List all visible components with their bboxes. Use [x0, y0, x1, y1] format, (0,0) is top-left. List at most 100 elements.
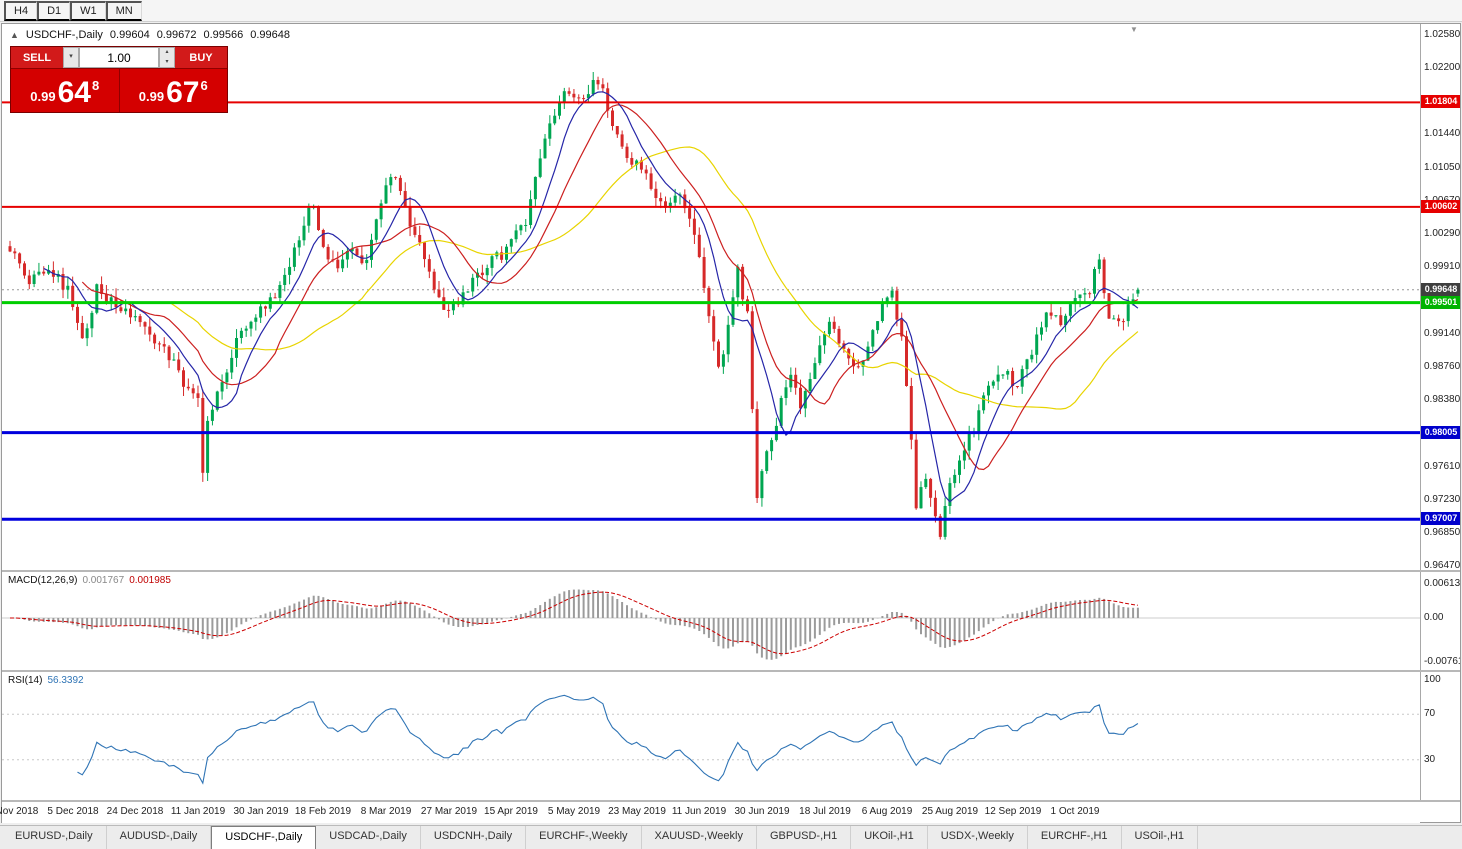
buy-price-point: 6	[200, 78, 208, 93]
macd-axis: 0.00613 0.00 -0.00761	[1420, 572, 1460, 670]
volume-increase-button[interactable]: ▴	[165, 49, 169, 55]
date-tick: 6 Aug 2019	[861, 806, 913, 817]
volume-spinner: ▴ ▾	[159, 47, 175, 68]
date-tick: 5 Dec 2018	[47, 806, 99, 817]
price-tick: 1.01440	[1424, 128, 1460, 139]
date-tick: 27 Mar 2019	[420, 806, 478, 817]
date-tick: 25 Aug 2019	[921, 806, 979, 817]
volume-dropdown-icon[interactable]: ▾	[63, 47, 79, 68]
rsi-label: RSI(14) 56.3392	[8, 675, 84, 686]
pane-splitter[interactable]	[2, 670, 1460, 672]
rsi-line	[77, 694, 1139, 785]
rsi-indicator-chart[interactable]	[2, 672, 1420, 800]
one-click-trade-panel: SELL ▾ ▴ ▾ BUY 0.99 64 8	[10, 46, 228, 113]
price-tick: 1.02580	[1424, 29, 1460, 40]
date-tick: 16 Nov 2018	[0, 806, 39, 817]
macd-value-main: 0.001767	[82, 575, 125, 586]
chart-tab-eurchf-h1[interactable]: EURCHF-,H1	[1028, 826, 1122, 849]
buy-button[interactable]: BUY	[175, 47, 227, 68]
macd-signal-line	[10, 591, 1138, 655]
chart-tab-xauusd-weekly[interactable]: XAUUSD-,Weekly	[642, 826, 757, 849]
chart-tab-eurusd-daily[interactable]: EURUSD-,Daily	[2, 826, 107, 849]
macd-value-signal: 0.001985	[129, 575, 171, 586]
chart-tab-eurchf-weekly[interactable]: EURCHF-,Weekly	[526, 826, 642, 849]
sell-price-big-figure: 0.99	[30, 89, 56, 104]
chart-window: ▼ ▲ USDCHF-,Daily 0.99604 0.99672 0.9956…	[0, 23, 1461, 823]
price-tick: 0.98380	[1424, 394, 1460, 405]
buy-price-pips: 67	[166, 76, 200, 109]
price-axis: 1.025801.022001.014401.010501.006701.002…	[1420, 24, 1460, 570]
timeframe-button-w1[interactable]: W1	[70, 0, 106, 21]
timeframe-button-d1[interactable]: D1	[37, 0, 71, 21]
date-tick: 11 Jan 2019	[170, 806, 226, 817]
date-tick: 18 Jul 2019	[799, 806, 851, 817]
macd-indicator-chart[interactable]	[2, 572, 1420, 670]
macd-label: MACD(12,26,9) 0.001767 0.001985	[8, 575, 171, 586]
macd-histogram	[13, 589, 1139, 660]
chart-tab-audusd-daily[interactable]: AUDUSD-,Daily	[107, 826, 212, 849]
pane-splitter[interactable]	[2, 800, 1460, 802]
chart-shift-icon[interactable]: ▼	[1130, 25, 1138, 34]
timeframe-button-h4[interactable]: H4	[4, 0, 38, 21]
rsi-axis-tick: 100	[1424, 674, 1441, 685]
price-line-badge: 1.01804	[1421, 95, 1460, 108]
rsi-axis: 100 70 30	[1420, 672, 1460, 800]
macd-axis-tick: -0.00761	[1424, 656, 1460, 667]
rsi-value: 56.3392	[47, 675, 84, 686]
chart-title: ▲ USDCHF-,Daily 0.99604 0.99672 0.99566 …	[10, 29, 290, 41]
chart-tab-usdx-weekly[interactable]: USDX-,Weekly	[928, 826, 1028, 849]
ohlc-open: 0.99604	[109, 29, 150, 41]
ma-medium-line	[81, 104, 1139, 471]
chart-tab-usdcnh-daily[interactable]: USDCNH-,Daily	[421, 826, 527, 849]
pane-splitter[interactable]	[2, 570, 1460, 572]
volume-decrease-button[interactable]: ▾	[165, 58, 169, 65]
timeframe-button-mn[interactable]: MN	[105, 0, 142, 21]
price-line-badge: 0.98005	[1421, 426, 1460, 439]
sell-price-point: 8	[91, 78, 100, 93]
date-tick: 18 Feb 2019	[294, 806, 352, 817]
date-tick: 5 May 2019	[547, 806, 601, 817]
price-line-badge: 0.99501	[1421, 296, 1460, 309]
price-tick: 0.99910	[1424, 261, 1460, 272]
ohlc-close: 0.99648	[250, 29, 290, 41]
chart-tabs-bar: EURUSD-,Daily AUDUSD-,Daily USDCHF-,Daily U…	[0, 825, 1462, 849]
ma-fast-line	[43, 91, 1139, 503]
price-tick: 0.99140	[1424, 328, 1460, 339]
sell-price-display[interactable]: 0.99 64 8	[11, 69, 119, 112]
price-tick: 0.97610	[1424, 461, 1460, 472]
price-tick: 0.96850	[1424, 527, 1460, 538]
chart-symbol-label: USDCHF-,Daily	[25, 29, 103, 41]
price-tick: 1.02200	[1424, 62, 1460, 73]
sell-price-pips: 64	[57, 76, 91, 109]
buy-price-display[interactable]: 0.99 67 6	[119, 69, 227, 112]
price-line-badge: 0.97007	[1421, 512, 1460, 525]
price-tick: 0.97230	[1424, 494, 1460, 505]
price-tick: 1.01050	[1424, 162, 1460, 173]
chart-tab-gbpusd-h1[interactable]: GBPUSD-,H1	[757, 826, 852, 849]
chart-tab-ukoil-h1[interactable]: UKOil-,H1	[851, 826, 928, 849]
sell-button[interactable]: SELL	[11, 47, 63, 68]
buy-price-big-figure: 0.99	[138, 89, 165, 104]
date-tick: 8 Mar 2019	[360, 806, 412, 817]
rsi-axis-tick: 30	[1424, 754, 1436, 765]
date-tick: 30 Jun 2019	[734, 806, 790, 817]
macd-pane: MACD(12,26,9) 0.001767 0.001985 0.00613 0.0…	[2, 572, 1460, 670]
date-tick: 23 May 2019	[608, 806, 666, 817]
chart-tab-usdchf-daily[interactable]: USDCHF-,Daily	[211, 826, 317, 849]
collapse-panel-icon[interactable]: ▲	[10, 30, 19, 40]
date-tick: 1 Oct 2019	[1050, 806, 1100, 817]
date-tick: 24 Dec 2018	[106, 806, 164, 817]
date-tick: 11 Jun 2019	[671, 806, 727, 817]
volume-input[interactable]	[79, 47, 159, 68]
candlestick-chart[interactable]	[2, 24, 1420, 570]
chart-tab-usoil-h1[interactable]: USOil-,H1	[1122, 826, 1199, 849]
chart-tab-usdcad-daily[interactable]: USDCAD-,Daily	[316, 826, 421, 849]
date-tick: 12 Sep 2019	[984, 806, 1042, 817]
ma-slow-line	[168, 146, 1139, 410]
candles-layer	[8, 72, 1140, 540]
rsi-name: RSI(14)	[8, 675, 43, 686]
price-pane: ▼ ▲ USDCHF-,Daily 0.99604 0.99672 0.9956…	[2, 24, 1460, 570]
price-tick: 1.00290	[1424, 228, 1460, 239]
rsi-axis-tick: 70	[1424, 708, 1436, 719]
